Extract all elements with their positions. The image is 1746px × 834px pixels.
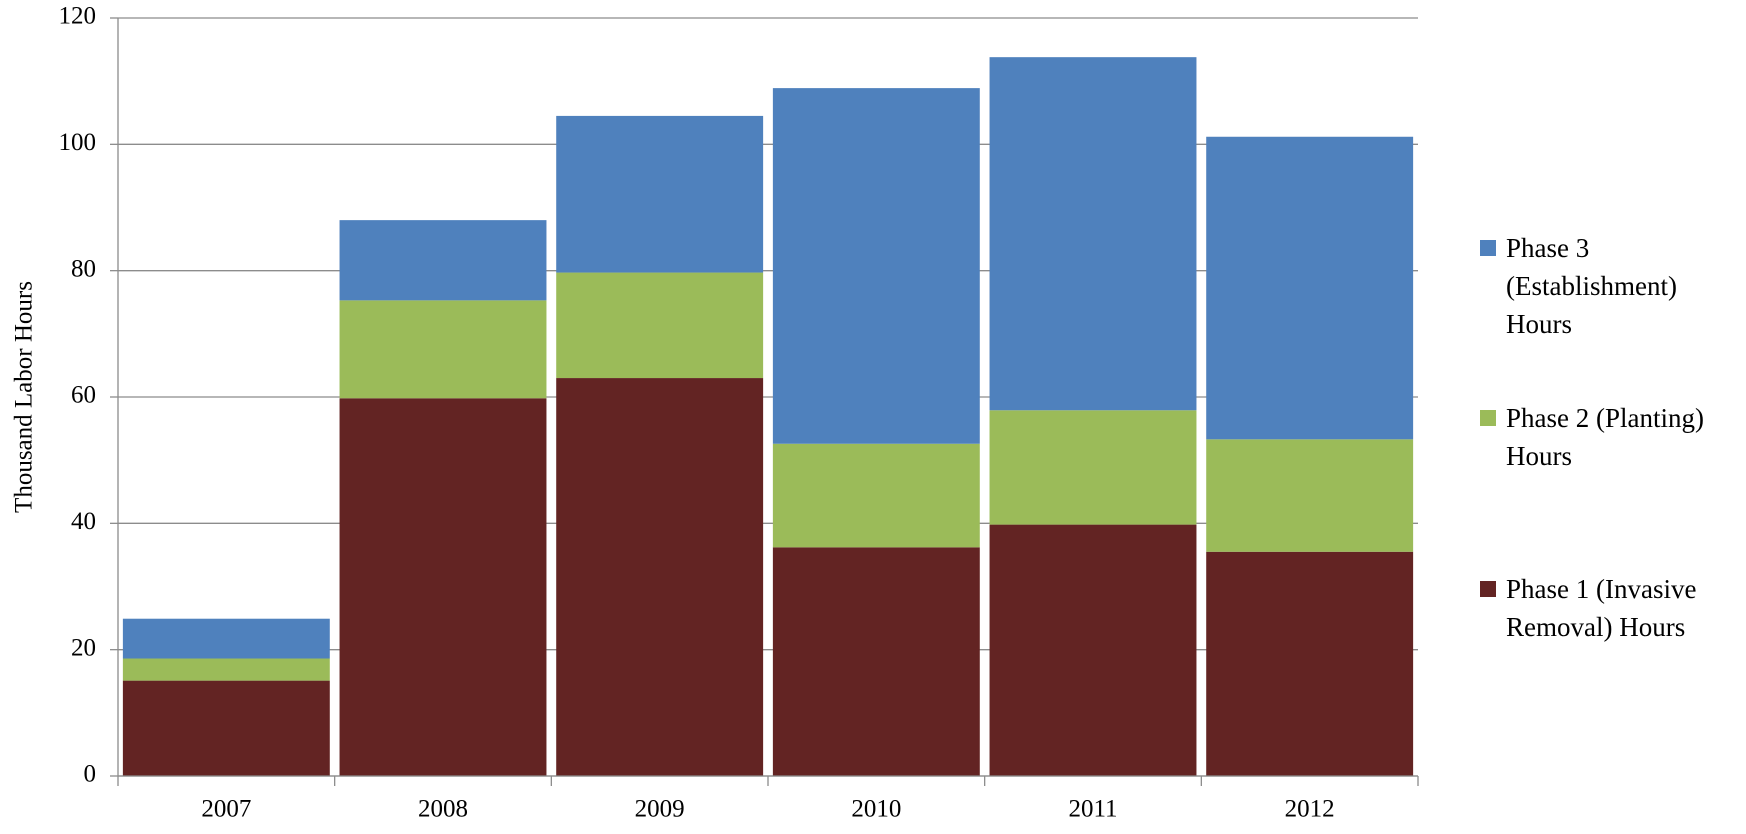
bar-segment [772,443,980,548]
legend-swatch [1480,410,1496,426]
y-tick-label: 80 [71,255,96,282]
bar-segment [556,378,764,776]
legend-swatch [1480,581,1496,597]
bar-segment [989,410,1197,525]
legend-item: Phase 3 (Establishment) Hours [1480,229,1742,343]
legend-label: Phase 2 (Planting) Hours [1506,403,1704,471]
bar-segment [989,524,1197,776]
y-tick-label: 20 [71,634,96,661]
legend-item: Phase 2 (Planting) Hours [1480,399,1742,475]
y-axis-title: Thousand Labor Hours [11,281,38,513]
legend-label: Phase 3 (Establishment) Hours [1506,233,1677,339]
legend-swatch [1480,240,1496,256]
bar-segment [1206,136,1414,440]
bar-segment [339,300,547,399]
bar-segment [772,547,980,776]
y-tick-label: 0 [84,761,97,788]
bar-segment [339,220,547,301]
legend-item: Phase 1 (Invasive Removal) Hours [1480,570,1742,646]
x-tick-label: 2007 [201,796,251,823]
bar-segment [1206,439,1414,552]
y-tick-label: 40 [71,508,96,535]
legend-label: Phase 1 (Invasive Removal) Hours [1506,574,1697,642]
bar-segment [339,398,547,776]
bar-segment [989,57,1197,411]
bar-segment [556,272,764,379]
x-tick-label: 2008 [418,796,468,823]
bar-segment [122,680,330,776]
bar-segment [1206,551,1414,776]
bar-segment [122,658,330,681]
y-tick-label: 100 [59,129,97,156]
bar-segment [122,618,330,659]
bar-segment [556,115,764,273]
x-tick-label: 2009 [635,796,685,823]
x-tick-label: 2010 [851,796,901,823]
y-tick-label: 120 [59,3,97,30]
bar-segment [772,88,980,444]
y-tick-label: 60 [71,382,96,409]
x-tick-label: 2011 [1068,796,1117,823]
x-tick-label: 2012 [1285,796,1335,823]
